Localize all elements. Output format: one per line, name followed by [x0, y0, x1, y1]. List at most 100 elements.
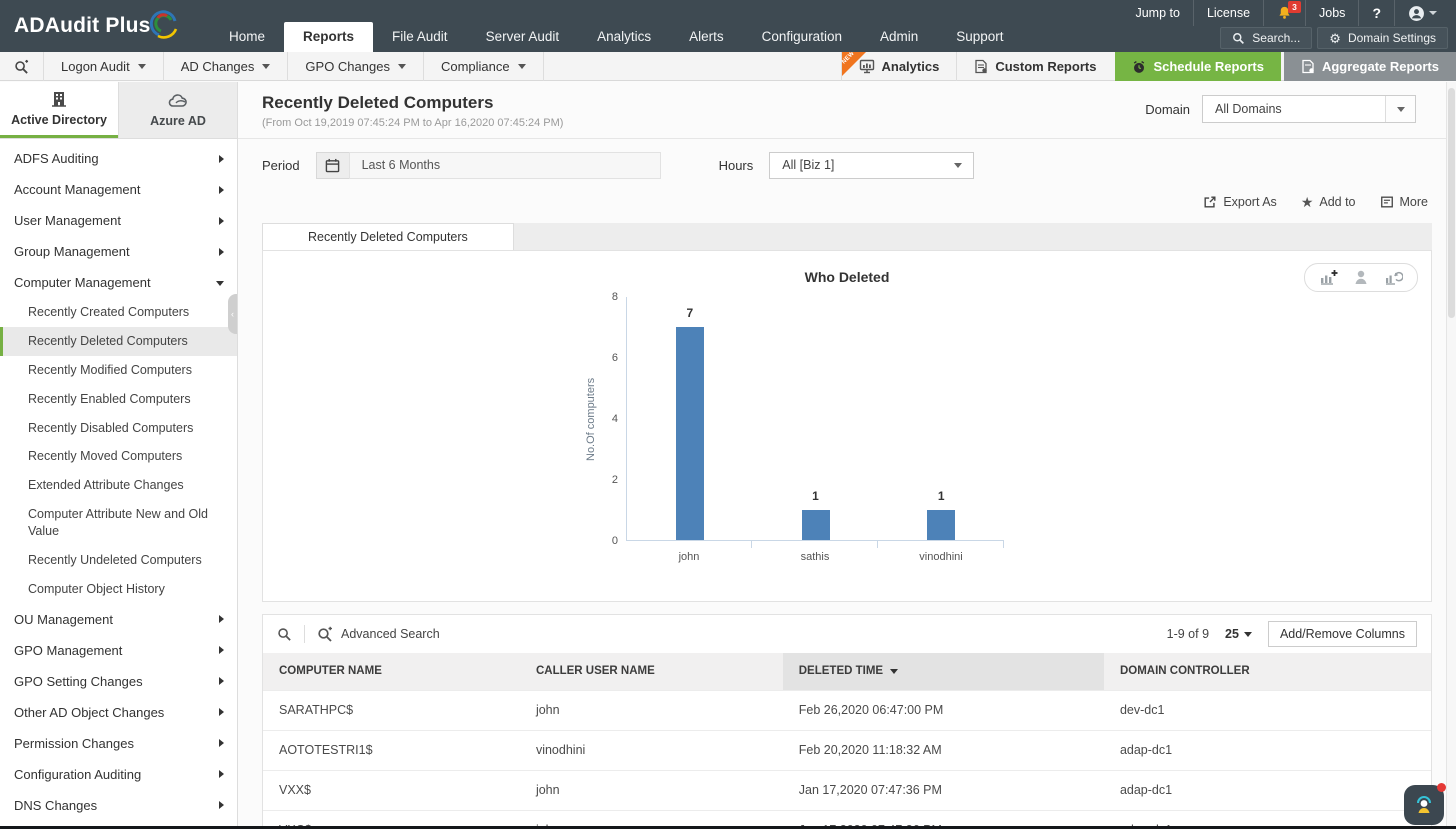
report-search-button[interactable]: [0, 52, 44, 81]
column-header-computer-name[interactable]: COMPUTER NAME: [263, 653, 520, 690]
domain-select[interactable]: All Domains: [1202, 95, 1416, 123]
license-menu[interactable]: License: [1192, 0, 1263, 26]
refresh-chart-icon[interactable]: [1384, 269, 1403, 286]
schedule-reports-button[interactable]: Schedule Reports: [1115, 52, 1281, 81]
support-chat-button[interactable]: [1404, 783, 1446, 825]
bar-vinodhini[interactable]: [927, 509, 956, 540]
nav-item-reports[interactable]: Reports: [284, 22, 374, 52]
export-as-button[interactable]: Export As: [1203, 195, 1277, 209]
bar-sathis[interactable]: [801, 509, 830, 540]
sidebar-item-recently-deleted-computers[interactable]: Recently Deleted Computers: [0, 326, 237, 356]
chart-y-ticks: 0 2 4 6 8: [600, 291, 626, 547]
jump-to-menu[interactable]: Jump to: [1122, 0, 1192, 26]
help-button[interactable]: ?: [1358, 0, 1394, 26]
sidebar-item-recently-created-computers[interactable]: Recently Created Computers: [28, 305, 190, 319]
cloud-icon: [168, 93, 187, 107]
column-header-domain-controller[interactable]: DOMAIN CONTROLLER: [1103, 653, 1431, 690]
sidebar-item-other-ad-object-changes[interactable]: Other AD Object Changes: [0, 697, 237, 728]
nav-item-file-audit[interactable]: File Audit: [392, 29, 448, 44]
sidebar-item-gpo-setting-changes[interactable]: GPO Setting Changes: [0, 666, 237, 697]
sidebar-item-computer-attribute-new-and-old-value[interactable]: Computer Attribute New and Old Value: [28, 507, 208, 538]
sidebar-item-computer-object-history[interactable]: Computer Object History: [28, 581, 165, 596]
nav-item-server-audit[interactable]: Server Audit: [485, 29, 560, 44]
table-row[interactable]: SARATHPC$ john Feb 26,2020 06:47:00 PM dev-…: [263, 689, 1431, 730]
domain-settings-button[interactable]: ⚙ Domain Settings: [1317, 27, 1448, 49]
sidebar-item-recently-modified-computers[interactable]: Recently Modified Computers: [28, 362, 192, 377]
menu-logon-audit-label: Logon Audit: [61, 59, 130, 74]
user-menu[interactable]: [1394, 0, 1450, 26]
chart-title: Who Deleted: [804, 269, 890, 285]
nav-item-support[interactable]: Support: [956, 29, 1004, 44]
user-based-report-icon[interactable]: [1353, 269, 1369, 286]
sidebar-item-extended-attribute-changes[interactable]: Extended Attribute Changes: [28, 478, 184, 493]
aggregate-report-icon: [1302, 59, 1314, 74]
sidebar-item-permission-changes[interactable]: Permission Changes: [0, 728, 237, 759]
sidebar-item-label: OU Management: [14, 611, 113, 627]
notifications-button[interactable]: 3: [1263, 0, 1305, 26]
table-row[interactable]: AOTOTESTRI1$ vinodhini Feb 20,2020 11:18:3…: [263, 729, 1431, 770]
page-size-select[interactable]: 25: [1225, 627, 1252, 641]
tab-recently-deleted-computers[interactable]: Recently Deleted Computers: [262, 223, 514, 250]
chart-slot-john: 7: [627, 297, 753, 540]
analytics-label: Analytics: [881, 59, 940, 74]
advanced-search-button[interactable]: Advanced Search: [317, 626, 440, 642]
add-chart-icon[interactable]: [1319, 269, 1338, 286]
page-scrollbar-thumb[interactable]: [1448, 88, 1455, 318]
sidebar-item-user-management[interactable]: User Management: [0, 205, 237, 236]
global-search-button[interactable]: Search...: [1220, 27, 1313, 49]
sidebar-item-account-management[interactable]: Account Management: [0, 174, 237, 205]
advanced-search-label: Advanced Search: [341, 627, 440, 641]
page-scrollbar[interactable]: [1446, 82, 1456, 829]
bar-john[interactable]: [675, 326, 704, 540]
nav-item-admin[interactable]: Admin: [879, 29, 919, 44]
tab-active-directory[interactable]: Active Directory: [0, 82, 118, 138]
tab-azure-ad-label: Azure AD: [150, 113, 206, 128]
aggregate-reports-button[interactable]: Aggregate Reports: [1283, 52, 1456, 81]
column-header-caller-user-name[interactable]: CALLER USER NAME: [519, 653, 783, 690]
menu-compliance[interactable]: Compliance: [424, 52, 544, 81]
chart-x-labels: john sathis vinodhini: [626, 551, 1004, 563]
more-button[interactable]: More: [1380, 195, 1428, 209]
bar-chart: No.Of computers 0 2 4 6 8 7 1 1: [582, 291, 1004, 547]
table-row[interactable]: VXX$ john Jan 17,2020 07:47:36 PM adap-dc1: [263, 769, 1431, 810]
hours-select[interactable]: All [Biz 1]: [769, 151, 975, 179]
sidebar-item-recently-moved-computers[interactable]: Recently Moved Computers: [28, 449, 183, 464]
table-search-button[interactable]: [277, 627, 292, 642]
nav-item-configuration[interactable]: Configuration: [761, 29, 842, 44]
column-header-deleted-time[interactable]: DELETED TIME: [782, 653, 1104, 690]
sidebar-item-group-management[interactable]: Group Management: [0, 236, 237, 267]
sidebar-item-recently-undeleted-computers[interactable]: Recently Undeleted Computers: [28, 552, 202, 567]
sidebar-item-gpo-management[interactable]: GPO Management: [0, 635, 237, 666]
period-input[interactable]: Last 6 Months: [348, 151, 661, 179]
sidebar-item-ou-management[interactable]: OU Management: [0, 604, 237, 635]
sidebar-item-computer-management[interactable]: Computer Management: [0, 267, 237, 298]
custom-reports-button[interactable]: Custom Reports: [956, 52, 1113, 81]
analytics-link[interactable]: NEW Analytics: [840, 51, 957, 81]
sidebar-item-adfs-auditing[interactable]: ADFS Auditing: [0, 143, 237, 174]
menu-gpo-changes[interactable]: GPO Changes: [288, 52, 424, 81]
nav-item-home[interactable]: Home: [229, 29, 266, 44]
x-tick: [626, 541, 752, 548]
report-tab-strip: Recently Deleted Computers: [262, 223, 1432, 250]
jobs-menu[interactable]: Jobs: [1305, 0, 1358, 26]
page-size-value: 25: [1225, 627, 1239, 641]
custom-report-icon: [975, 59, 988, 74]
x-tick: [878, 541, 1004, 548]
sidebar-item-recently-enabled-computers[interactable]: Recently Enabled Computers: [28, 391, 191, 406]
menu-logon-audit[interactable]: Logon Audit: [44, 52, 164, 81]
sidebar-item-configuration-auditing[interactable]: Configuration Auditing: [0, 759, 237, 790]
chart-slot-sathis: 1: [753, 297, 879, 540]
menu-ad-changes[interactable]: AD Changes: [164, 52, 289, 81]
add-to-button[interactable]: ★ Add to: [1301, 195, 1356, 209]
period-calendar-button[interactable]: [315, 151, 350, 179]
app-logo[interactable]: ADAudit Plus: [14, 10, 181, 41]
add-remove-columns-button[interactable]: Add/Remove Columns: [1267, 621, 1417, 647]
sidebar-item-recently-disabled-computers[interactable]: Recently Disabled Computers: [28, 420, 194, 435]
sidebar-item-dns-changes[interactable]: DNS Changes: [0, 790, 237, 821]
nav-item-analytics[interactable]: Analytics: [597, 29, 652, 44]
tab-azure-ad[interactable]: Azure AD: [118, 82, 237, 138]
sidebar-tabs: Active Directory Azure AD: [0, 82, 237, 139]
nav-item-alerts[interactable]: Alerts: [689, 29, 724, 44]
sidebar-scroll-handle[interactable]: ‹: [228, 294, 237, 334]
